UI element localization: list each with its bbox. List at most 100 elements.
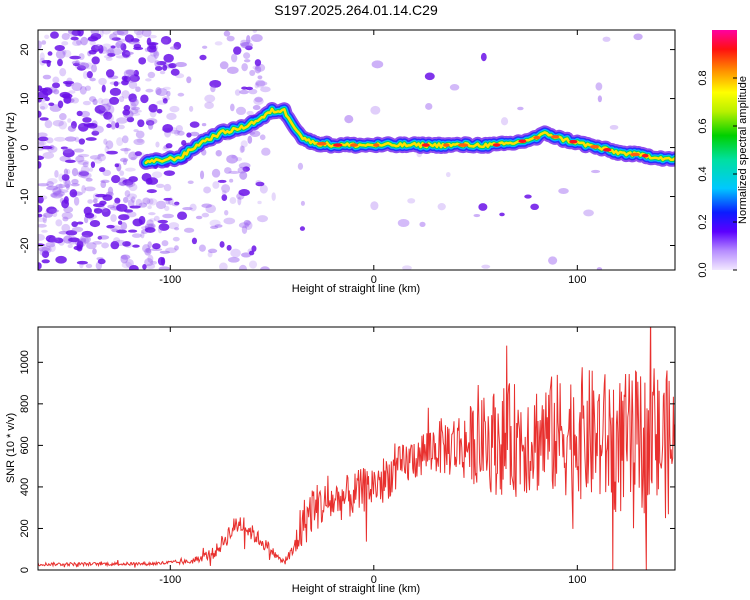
noise-blob xyxy=(126,211,137,218)
noise-blob xyxy=(500,117,509,126)
noise-blob xyxy=(271,192,276,201)
noise-blob xyxy=(160,38,169,44)
noise-blob xyxy=(156,60,167,66)
noise-blob xyxy=(205,204,217,214)
noise-blob xyxy=(156,100,168,105)
noise-blob xyxy=(38,213,43,218)
noise-blob xyxy=(137,119,145,128)
noise-blob xyxy=(59,113,67,121)
noise-blob xyxy=(149,218,156,222)
noise-blob xyxy=(74,136,80,143)
noise-blob xyxy=(76,221,84,225)
noise-blob xyxy=(239,89,249,95)
ridge-peak xyxy=(492,143,501,147)
noise-blob xyxy=(175,62,187,68)
noise-blob xyxy=(38,110,42,118)
noise-blob xyxy=(204,101,214,110)
y-tick-label: 10 xyxy=(19,92,31,104)
noise-blob xyxy=(186,132,192,138)
noise-blob xyxy=(97,235,103,240)
noise-blob xyxy=(186,76,192,84)
noise-blob xyxy=(42,87,53,96)
noise-blob xyxy=(52,211,58,218)
noise-blob xyxy=(159,250,171,254)
colorbar-tick-label: 0.2 xyxy=(697,214,709,229)
ridge-peak xyxy=(533,135,541,140)
noise-blob xyxy=(254,83,259,89)
noise-blob xyxy=(44,120,53,129)
noise-blob xyxy=(199,170,205,180)
noise-blob xyxy=(89,77,96,82)
ridge-peak xyxy=(641,153,649,158)
noise-blob xyxy=(111,228,119,233)
noise-blob xyxy=(238,189,250,197)
noise-blob xyxy=(71,226,84,233)
y-tick-label: 1000 xyxy=(19,350,31,374)
noise-blob xyxy=(204,94,216,103)
noise-blob xyxy=(39,117,49,121)
noise-blob xyxy=(130,156,137,161)
noise-blob xyxy=(156,108,163,114)
noise-blob xyxy=(230,103,235,112)
noise-blob xyxy=(249,130,261,138)
colorbar-label: Normalized spectral amplitude xyxy=(737,76,749,224)
noise-blob xyxy=(157,219,169,224)
noise-blob xyxy=(173,41,182,50)
noise-blob xyxy=(212,181,220,189)
noise-blob xyxy=(52,76,60,84)
noise-blob xyxy=(425,103,433,110)
noise-blob xyxy=(76,39,82,46)
noise-blob xyxy=(68,90,76,94)
noise-blob xyxy=(257,75,263,80)
noise-blob xyxy=(169,105,180,113)
noise-blob xyxy=(55,49,66,59)
ridge-peak xyxy=(569,139,578,144)
noise-blob xyxy=(175,124,183,133)
x-tick-label: 0 xyxy=(371,574,377,586)
noise-blob xyxy=(132,244,140,248)
noise-blob xyxy=(243,59,251,63)
snr-x-ticks: -100 0 100 xyxy=(159,327,586,586)
snr-panel: -100 0 100 0 200 400 600 800 1000 Height of str… xyxy=(5,326,676,595)
noise-blob xyxy=(121,261,133,269)
noise-blob xyxy=(71,82,83,92)
noise-blob xyxy=(48,236,56,241)
noise-blob xyxy=(153,49,159,59)
noise-blob xyxy=(138,202,148,208)
noise-blob xyxy=(63,95,72,104)
noise-blob xyxy=(609,124,619,130)
noise-blob xyxy=(48,243,56,253)
noise-blob xyxy=(633,33,643,41)
ridge-peak xyxy=(551,135,560,139)
noise-blob xyxy=(124,190,131,198)
noise-blob xyxy=(67,244,73,249)
noise-blob xyxy=(135,130,145,139)
colorbar-tick-label: 0.4 xyxy=(697,166,709,181)
noise-blob xyxy=(128,80,138,90)
noise-blob xyxy=(38,246,50,252)
noise-blob xyxy=(221,190,227,196)
noise-blob xyxy=(235,106,247,116)
noise-blob xyxy=(183,227,195,233)
noise-blob xyxy=(162,123,174,133)
noise-blob xyxy=(125,69,137,75)
noise-blob xyxy=(129,74,140,82)
noise-blob xyxy=(177,211,188,220)
noise-blob xyxy=(81,230,94,238)
noise-blob xyxy=(67,125,76,132)
noise-blob xyxy=(79,62,90,70)
ridge-peak xyxy=(333,143,343,147)
noise-blob xyxy=(59,67,67,77)
noise-blob xyxy=(145,263,156,270)
noise-blob xyxy=(128,93,137,103)
noise-blob xyxy=(107,114,114,123)
noise-blob xyxy=(120,254,131,260)
noise-blob xyxy=(344,115,354,124)
ridge-peak xyxy=(373,143,380,147)
noise-blob xyxy=(58,183,63,192)
noise-blob xyxy=(82,117,92,123)
noise-blob xyxy=(41,229,48,233)
noise-blob xyxy=(219,61,229,70)
noise-blob xyxy=(115,41,124,49)
